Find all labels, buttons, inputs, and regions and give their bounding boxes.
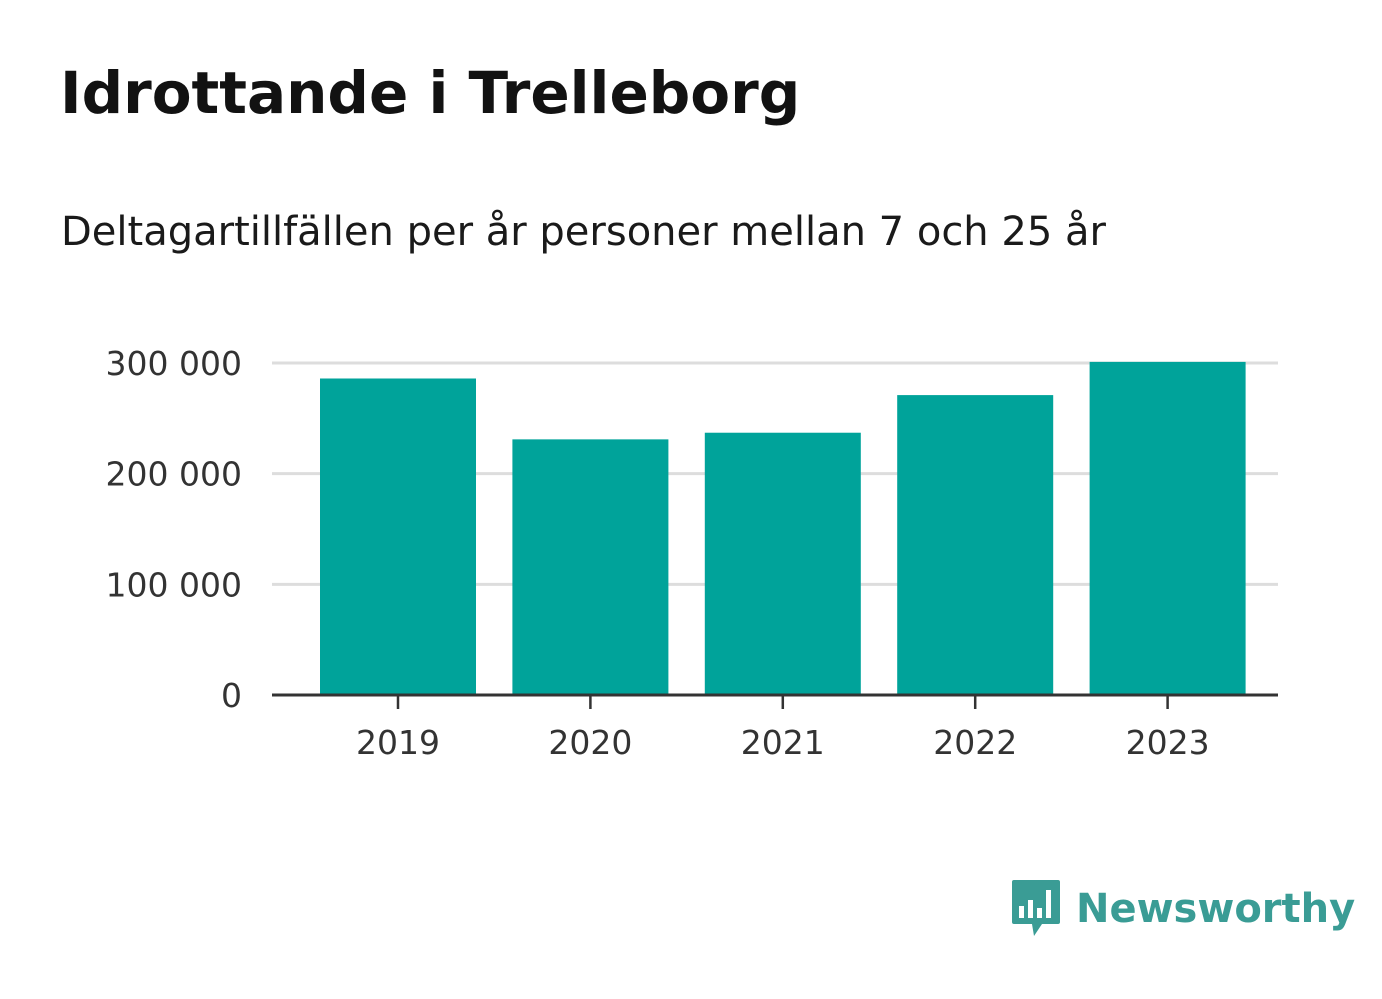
bar (704, 432, 861, 695)
brand-name: Newsworthy (1076, 886, 1356, 932)
y-tick-label: 200 000 (106, 455, 242, 494)
bar (320, 378, 476, 695)
x-tick-label: 2023 (1126, 723, 1210, 762)
bar (1089, 361, 1246, 695)
chart-title: Idrottande i Trelleborg (60, 59, 801, 127)
newsworthy-logo-icon (1012, 880, 1060, 936)
x-tick-label: 2021 (741, 723, 825, 762)
y-tick-label: 300 000 (106, 344, 242, 383)
brand-logo: Newsworthy (1010, 878, 1355, 940)
y-tick-label: 100 000 (106, 565, 242, 604)
y-tick-label: 0 (221, 676, 242, 715)
x-tick-label: 2019 (356, 723, 440, 762)
chart-subtitle: Deltagartillfällen per år personer mella… (61, 209, 1106, 255)
bar (897, 395, 1054, 695)
x-tick-label: 2022 (933, 723, 1017, 762)
bar (512, 439, 669, 695)
x-tick-label: 2020 (548, 723, 632, 762)
